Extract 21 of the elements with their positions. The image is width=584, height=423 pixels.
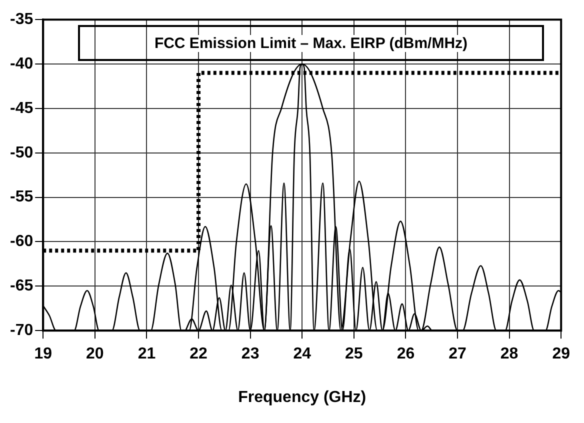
x-tick-label: 29	[552, 346, 570, 363]
x-tick-label: 26	[396, 346, 415, 363]
x-tick-label: 19	[34, 346, 52, 363]
y-tick-label: -65	[10, 278, 34, 295]
y-tick-label: -55	[10, 188, 34, 206]
y-tick-label: -35	[10, 11, 34, 28]
y-tick-label: -50	[10, 144, 34, 162]
y-tick-label: -60	[10, 233, 34, 250]
x-tick-label: 28	[500, 346, 518, 363]
x-tick-label: 25	[345, 346, 363, 363]
x-tick-label: 20	[86, 346, 104, 363]
y-tick-label: -45	[10, 100, 34, 117]
x-tick-label: 22	[190, 346, 208, 363]
x-tick-label: 27	[448, 346, 467, 363]
y-tick-label: -70	[10, 322, 34, 340]
x-axis-title: Frequency (GHz)	[238, 388, 366, 406]
x-tick-label: 24	[293, 346, 312, 363]
x-tick-label: 21	[138, 346, 156, 363]
text: FCC Emission Limit – Max. EIRP (dBm/MHz)	[151, 34, 471, 52]
y-tick-label: -40	[10, 55, 34, 72]
x-tick-label: 23	[241, 346, 260, 363]
